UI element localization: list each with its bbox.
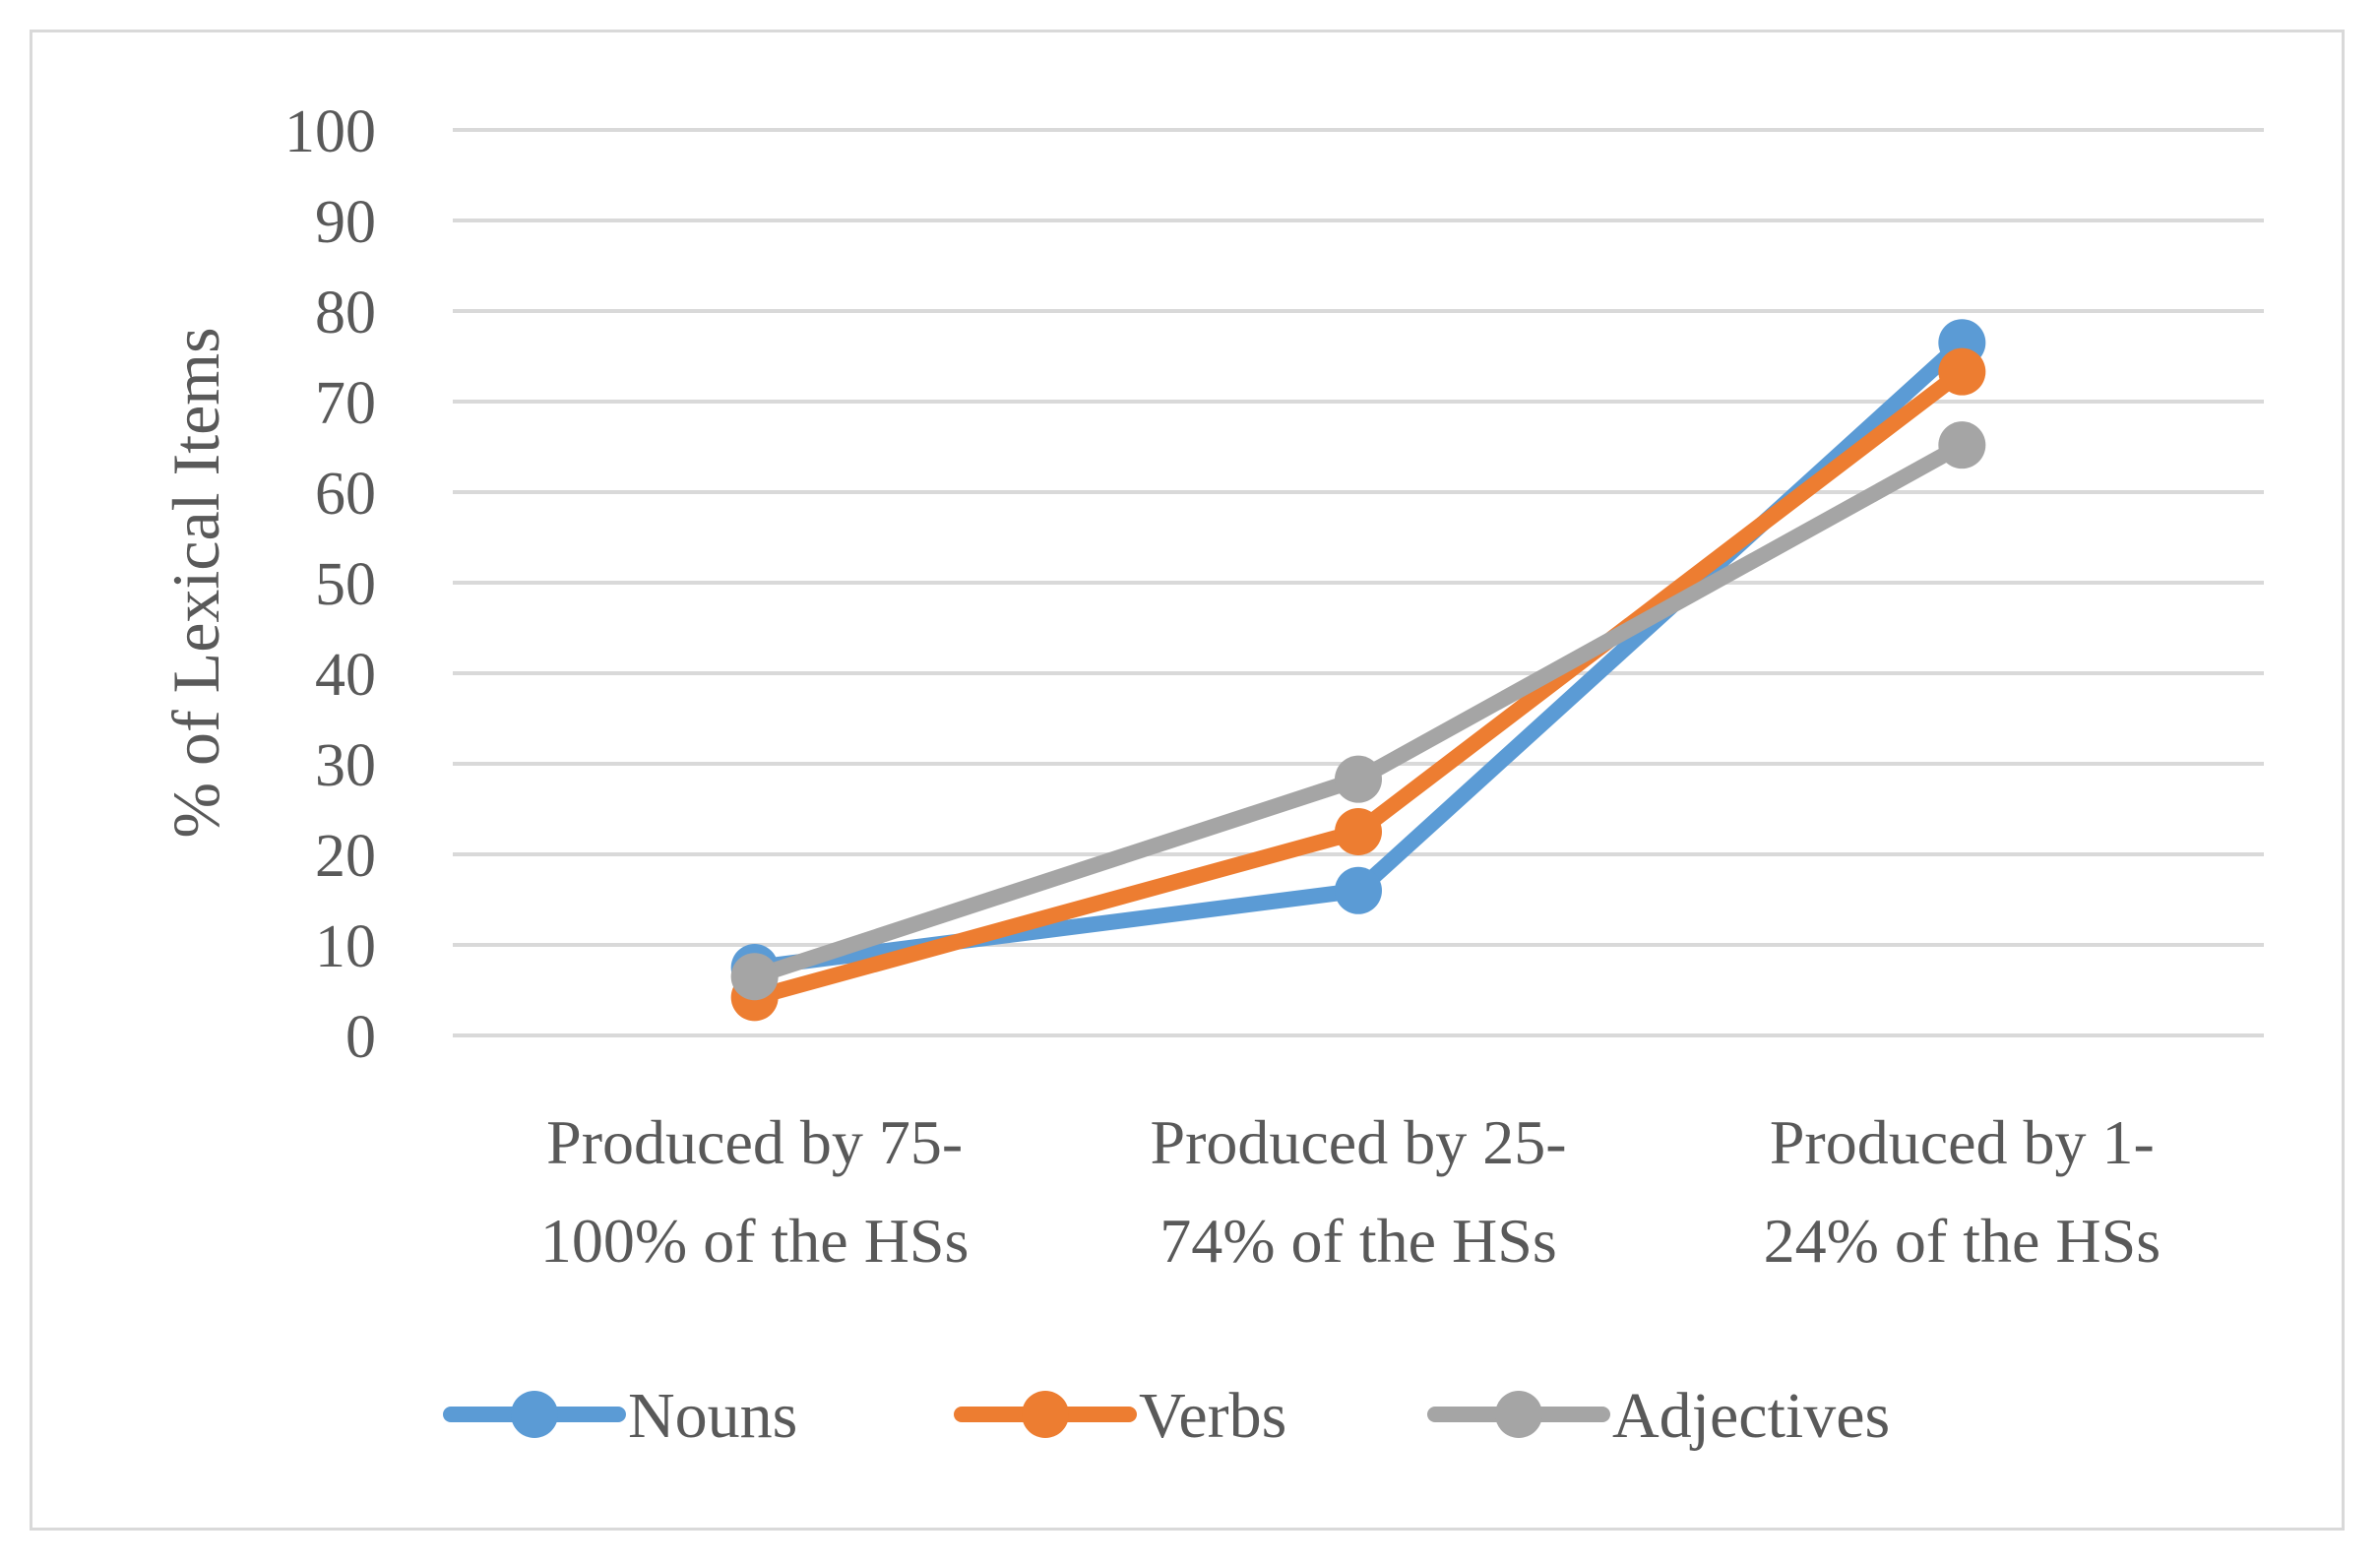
- y-tick-label: 10: [315, 913, 376, 980]
- legend-item-nouns: Nouns: [443, 1380, 797, 1452]
- legend-item-verbs: Verbs: [954, 1380, 1286, 1452]
- y-tick-label: 20: [315, 823, 376, 890]
- series-nouns: [730, 319, 1986, 991]
- data-point-nouns: [1335, 866, 1382, 914]
- data-point-adjectives: [730, 953, 779, 1001]
- y-tick-label: 40: [315, 642, 376, 709]
- legend-label-verbs: Verbs: [1139, 1380, 1286, 1452]
- x-category-label: 74% of the HSs: [1159, 1206, 1557, 1276]
- x-category-label: 24% of the HSs: [1764, 1206, 2161, 1276]
- chart-frame: [30, 30, 2345, 1531]
- x-category-2: Produced by 25- 74% of the HSs: [1150, 1107, 1566, 1276]
- legend-swatch-marker: [1495, 1391, 1542, 1438]
- legend-swatch-marker: [1022, 1391, 1069, 1438]
- y-axis-title: % of Lexical Items: [158, 327, 233, 838]
- legend: Nouns Verbs Adjectives: [443, 1380, 1890, 1452]
- legend-label-adjectives: Adjectives: [1612, 1380, 1890, 1452]
- y-tick-label: 70: [315, 370, 376, 437]
- x-category-label: 100% of the HSs: [540, 1206, 970, 1276]
- y-tick-label: 90: [315, 189, 376, 256]
- y-tick-label: 100: [284, 98, 376, 165]
- x-category-3: Produced by 1- 24% of the HSs: [1764, 1107, 2161, 1276]
- x-category-label: Produced by 75-: [546, 1107, 963, 1177]
- y-tick-label: 50: [315, 551, 376, 618]
- x-category-1: Produced by 75- 100% of the HSs: [540, 1107, 970, 1276]
- legend-label-nouns: Nouns: [628, 1380, 797, 1452]
- data-point-adjectives: [1335, 755, 1382, 803]
- y-tick-label: 30: [315, 732, 376, 799]
- series-lines: [730, 319, 1986, 1022]
- y-tick-label: 0: [345, 1004, 376, 1071]
- y-tick-label: 60: [315, 461, 376, 528]
- data-point-adjectives: [1938, 421, 1986, 469]
- legend-swatch-marker: [511, 1391, 558, 1438]
- y-tick-label: 80: [315, 280, 376, 346]
- series-adjectives: [730, 421, 1986, 1001]
- legend-item-adjectives: Adjectives: [1427, 1380, 1890, 1452]
- y-axis-ticks: 0 10 20 30 40 50 60 70 80 90 100: [284, 98, 376, 1071]
- data-point-verbs: [1938, 347, 1986, 396]
- x-category-label: Produced by 1-: [1770, 1107, 2155, 1177]
- x-category-label: Produced by 25-: [1150, 1107, 1566, 1177]
- data-point-verbs: [1335, 808, 1382, 855]
